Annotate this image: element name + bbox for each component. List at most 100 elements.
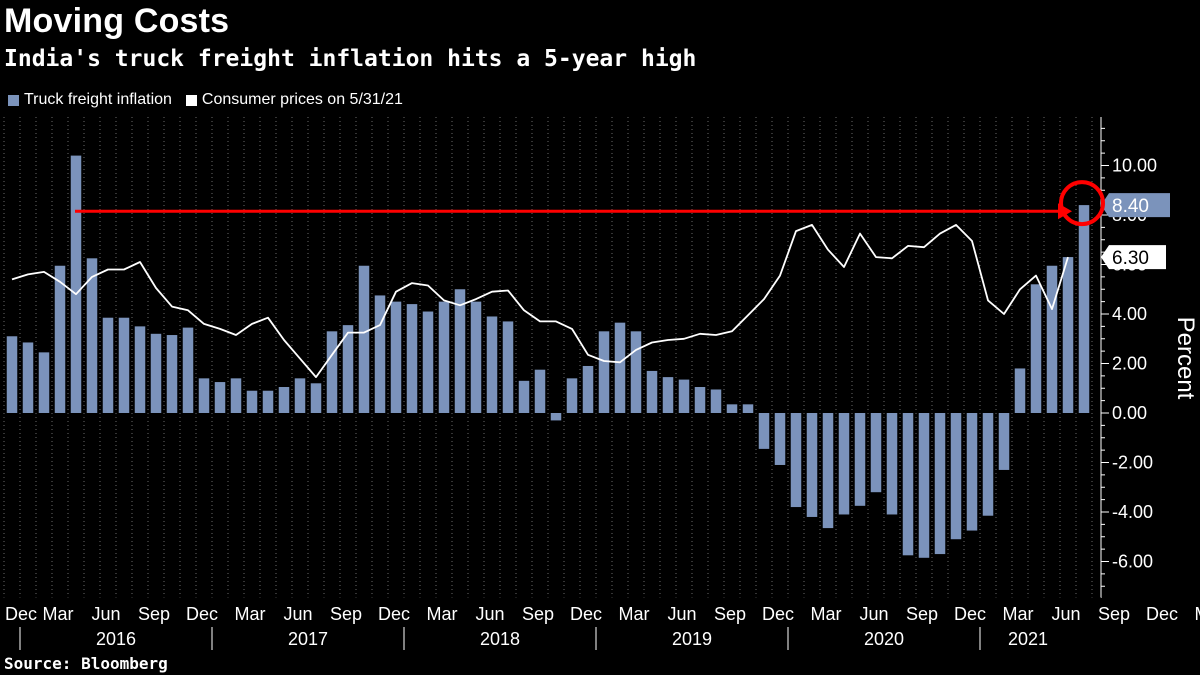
bar	[598, 331, 610, 413]
x-tick-label-month: Sep	[522, 604, 554, 624]
bar	[310, 383, 322, 413]
y-tick-label: 10.00	[1112, 156, 1157, 176]
bar	[518, 380, 530, 413]
x-tick-label-year: 2019	[672, 629, 712, 649]
bar	[54, 265, 66, 413]
x-tick-label-month: Sep	[906, 604, 938, 624]
end-label-bar: 8.40	[1112, 196, 1149, 217]
bar	[342, 325, 354, 413]
bar	[582, 365, 594, 413]
bar	[822, 413, 834, 529]
bar	[374, 295, 386, 413]
x-tick-label-month: Sep	[1098, 604, 1130, 624]
bar	[758, 413, 770, 449]
bar	[1030, 284, 1042, 413]
bar	[454, 289, 466, 413]
y-tick-label: 2.00	[1112, 354, 1147, 374]
bar	[422, 311, 434, 413]
legend-swatch-line	[185, 94, 197, 106]
bar	[406, 304, 418, 413]
chart-subtitle: India's truck freight inflation hits a 5…	[4, 46, 697, 72]
bar	[870, 413, 882, 493]
x-tick-label-month: Jun	[859, 604, 888, 624]
x-tick-label-month: Dec	[762, 604, 794, 624]
bar	[38, 352, 50, 413]
y-tick-label: -4.00	[1112, 502, 1153, 522]
bar	[902, 413, 914, 556]
source-note: Source: Bloomberg	[4, 654, 168, 673]
y-axis-title: Percent	[1172, 317, 1199, 400]
x-tick-label-month: Mar	[1195, 604, 1200, 624]
bar	[982, 413, 994, 516]
y-tick-label: -6.00	[1112, 552, 1153, 572]
bar	[790, 413, 802, 508]
x-tick-label-year: 2018	[480, 629, 520, 649]
x-tick-label-month: Dec	[378, 604, 410, 624]
end-label-cpi: 6.30	[1112, 248, 1149, 269]
bar	[262, 390, 274, 413]
x-tick-label-month: Jun	[475, 604, 504, 624]
bar	[1078, 205, 1090, 413]
bar	[678, 379, 690, 413]
x-tick-label-month: Dec	[5, 604, 37, 624]
bar	[6, 336, 18, 413]
x-tick-label-month: Dec	[954, 604, 986, 624]
x-tick-label-month: Mar	[811, 604, 842, 624]
bar	[646, 370, 658, 413]
bar	[294, 378, 306, 413]
bar	[1014, 368, 1026, 413]
bar	[710, 389, 722, 413]
x-tick-label-year: 2017	[288, 629, 328, 649]
x-tick-label-month: Dec	[1146, 604, 1178, 624]
end-label-box-bar	[1101, 193, 1170, 218]
bar	[662, 377, 674, 413]
bar	[806, 413, 818, 517]
end-label-box-cpi	[1101, 245, 1166, 270]
bar	[838, 413, 850, 515]
bar	[950, 413, 962, 540]
bar	[918, 413, 930, 558]
bar	[614, 322, 626, 413]
bar	[198, 378, 210, 413]
bar	[214, 382, 226, 413]
legend-item-truck-freight: Truck freight inflation	[8, 91, 172, 109]
bar	[102, 317, 114, 413]
bar	[166, 335, 178, 413]
x-tick-label-month: Jun	[91, 604, 120, 624]
x-tick-label-month: Mar	[619, 604, 650, 624]
bar	[998, 413, 1010, 470]
legend-label-truck-freight: Truck freight inflation	[24, 91, 172, 108]
bar	[502, 321, 514, 413]
bar	[534, 369, 546, 413]
bar	[278, 387, 290, 413]
x-tick-label-month: Sep	[714, 604, 746, 624]
legend-swatch-bar	[8, 94, 19, 106]
bar	[358, 265, 370, 413]
bar	[70, 155, 82, 413]
bar	[118, 317, 130, 413]
x-tick-label-year: 2020	[864, 629, 904, 649]
x-tick-label-month: Jun	[667, 604, 696, 624]
bar	[774, 413, 786, 465]
bar	[566, 378, 578, 413]
x-tick-label-month: Jun	[1051, 604, 1080, 624]
y-tick-label: 4.00	[1112, 304, 1147, 324]
bar	[86, 258, 98, 413]
bar	[550, 413, 562, 421]
x-tick-label-month: Mar	[427, 604, 458, 624]
legend-label-consumer-prices: Consumer prices on 5/31/21	[201, 91, 403, 108]
bar	[438, 301, 450, 413]
bar	[22, 342, 34, 413]
bar	[230, 378, 242, 413]
legend-item-consumer-prices: Consumer prices on 5/31/21	[185, 91, 403, 109]
x-tick-label-month: Sep	[138, 604, 170, 624]
y-tick-label: -2.00	[1112, 453, 1153, 473]
annotation-circle	[1059, 180, 1105, 227]
bar	[246, 390, 258, 413]
bar	[1046, 265, 1058, 413]
bar	[150, 333, 162, 413]
x-tick-label-year: 2021	[1008, 629, 1048, 649]
x-tick-label-month: Mar	[1003, 604, 1034, 624]
bar	[630, 331, 642, 413]
